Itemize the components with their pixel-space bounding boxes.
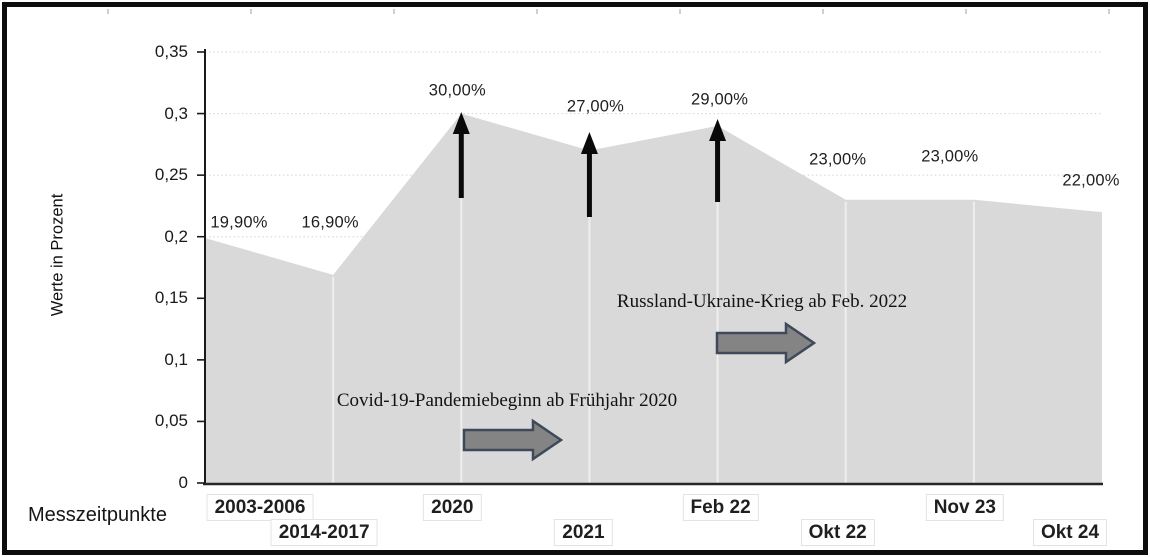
annotation-russia: Russland-Ukraine-Krieg ab Feb. 2022 (616, 291, 908, 312)
data-label: 23,00% (921, 147, 979, 166)
annotation-arrow (715, 321, 817, 365)
area-series (205, 113, 1102, 484)
data-label: 22,00% (1062, 171, 1120, 190)
top-tick (536, 9, 538, 14)
x-axis-title: Messzeitpunkte (28, 504, 167, 526)
x-category-label: Feb 22 (682, 494, 759, 521)
y-tick-label: 0,05 (154, 411, 188, 431)
top-tick (679, 9, 681, 14)
data-label: 30,00% (428, 81, 486, 100)
x-category-label: Okt 22 (800, 519, 875, 546)
x-category-label: 2020 (423, 494, 482, 521)
top-tick (822, 9, 824, 14)
data-label: 19,90% (210, 213, 268, 232)
x-category-label: 2003-2006 (206, 494, 314, 521)
highlight-arrow-head (580, 132, 598, 154)
annotation-arrow (462, 418, 564, 462)
y-tick-label: 0,35 (154, 42, 188, 61)
y-tick-label: 0,1 (164, 349, 188, 369)
top-tick (1108, 9, 1110, 14)
top-tick (965, 9, 967, 14)
annotation-covid: Covid-19-Pandemiebeginn ab Frühjahr 2020 (336, 390, 678, 411)
highlight-arrow-head (709, 119, 727, 141)
x-category-label: 2014-2017 (270, 519, 378, 546)
data-label: 27,00% (566, 97, 625, 115)
top-tick (107, 9, 109, 14)
y-tick-label: 0 (178, 473, 188, 492)
x-category-label: 2021 (554, 519, 613, 546)
top-tick (393, 9, 395, 14)
y-tick-label: 0,3 (164, 103, 188, 123)
x-category-label: Nov 23 (925, 494, 1004, 521)
y-tick-label: 0,25 (154, 165, 188, 185)
data-label: 16,90% (301, 213, 359, 232)
top-tick (250, 9, 252, 14)
data-label: 29,00% (690, 90, 749, 109)
data-label: 23,00% (809, 150, 867, 169)
y-tick-label: 0,2 (164, 226, 188, 246)
y-axis-title: Werte in Prozent (48, 193, 67, 317)
highlight-arrow-head (452, 112, 470, 134)
x-category-label: Okt 24 (1032, 519, 1108, 546)
y-tick-label: 0,15 (154, 288, 188, 308)
